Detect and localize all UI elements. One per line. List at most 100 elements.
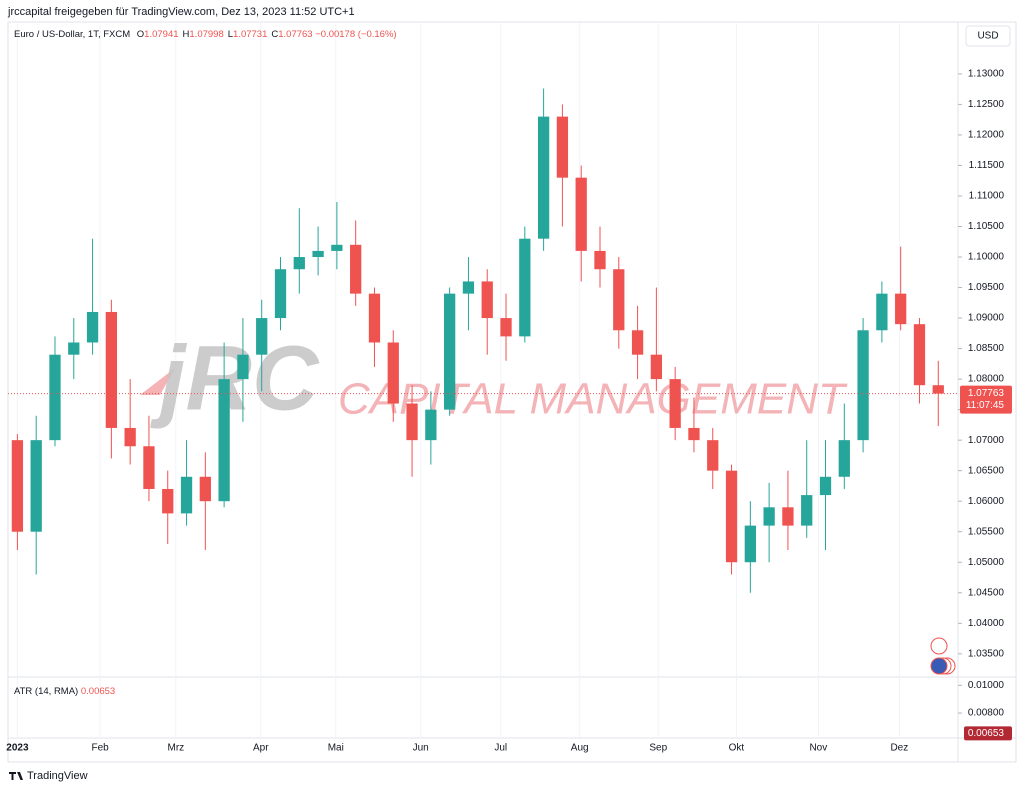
atr-legend: ATR (14, RMA) 0.00653 [14,686,115,697]
y-tick-label: 1.11000 [969,191,1005,202]
footer-logo: TradingView [9,770,88,782]
candle-body [857,330,869,441]
currency-button[interactable] [965,25,1011,47]
x-tick-label: Jul [494,743,507,754]
candle-body [481,281,493,319]
candle-body [425,409,437,441]
flag-icon [930,657,948,675]
y-tick-label: 1.07000 [968,435,1005,446]
candle-body [556,116,569,178]
currency-label: USD [977,31,998,42]
candle-body [237,354,249,380]
x-tick-label: Sep [649,743,667,754]
y-tick-label: 1.04000 [968,618,1005,629]
y-tick-label: 1.08500 [968,343,1005,354]
flags [930,637,956,675]
x-tick-label: Nov [809,743,827,754]
candle-body [650,354,663,380]
candle-body [819,476,832,496]
ohlc-value: 1.07998 [189,29,224,40]
candle-body [613,269,625,331]
candle-body [838,440,850,477]
watermark-logo: jRC [150,327,320,429]
candle-body [86,311,99,343]
candle-body [631,330,644,355]
candle-body [406,403,418,441]
y-tick-label: 0.00800 [968,708,1005,719]
y-tick-label: 1.05500 [968,526,1005,537]
candle-body [913,324,926,386]
candle-body [293,257,305,270]
candle-body [707,440,719,471]
candle-body [444,293,456,410]
candle-body [143,446,155,489]
candle-body [368,293,381,343]
y-tick-label: 0.01000 [968,680,1005,691]
candle-body [331,244,343,251]
candle-body [688,427,700,441]
candle-body [11,440,24,532]
candle-body [782,507,794,526]
candle-body [801,495,813,526]
candle-body [932,385,944,394]
last-price-label: 1.07763 [968,388,1005,399]
candle-body [68,342,80,355]
footer-brand: TradingView [27,770,88,782]
watermark-shape [140,368,175,395]
candle-body [876,293,888,331]
candle-body [537,116,550,239]
countdown-label: 11:07:45 [966,400,1005,411]
symbol: Euro / US-Dollar, 1T, FXCM [14,29,131,40]
atr-value-tag [964,726,1012,741]
y-tick-label: 1.10000 [968,252,1005,263]
ohlc-value: 1.07941 [144,29,179,40]
candle-body [312,250,324,258]
candle-body [575,177,587,251]
atr-value: 0.00653 [80,686,116,697]
y-tick-label: 1.09000 [968,313,1005,324]
candle-body [218,379,230,502]
x-tick-label: Apr [253,743,269,754]
x-tick-label: Dez [890,743,908,754]
candle-body [199,476,211,502]
candle-body [274,269,287,319]
y-tick-label: 1.03500 [968,648,1005,659]
candle-body [350,244,362,294]
candle-body [519,238,531,337]
ohlc-key: H [182,29,190,40]
legend-line: Euro / US-Dollar, 1T, FXCM O1.07941 H1.07… [14,29,397,40]
y-tick-label: 1.13000 [968,69,1005,80]
ohlc-key: L [227,29,234,40]
frame [7,21,1017,763]
x-tick-label: Aug [571,743,589,754]
watermark-text: CAPITAL MANAGEMENT [338,375,848,424]
change: −0.00178 (−0.16%) [315,29,397,40]
y-tick-label: 1.09500 [968,282,1005,293]
flag-icon [930,637,948,655]
y-tick-label: 1.05000 [968,557,1005,568]
y-tick-label: 1.08000 [968,374,1005,385]
candle-body [105,311,118,428]
candle-body [462,281,475,294]
y-tick-label: 1.06500 [968,465,1005,476]
atr-label: ATR (14, RMA) [14,686,79,697]
x-tick-label: Mai [328,743,344,754]
atr-value-label: 0.00653 [968,728,1005,739]
ohlc-value: 1.07731 [233,29,268,40]
x-tick-label: Feb [91,743,109,754]
candle-body [594,250,606,270]
candle-body [162,488,174,514]
x-tick-label: 2023 [6,743,29,754]
candle-body [895,293,907,325]
share-line: jrccapital freigegeben für TradingView.c… [7,6,355,18]
candle-body [669,379,681,428]
ohlc-key: O [136,29,145,40]
ohlc-value: 1.07763 [278,29,313,40]
y-tick-label: 1.11500 [969,160,1005,171]
ohlc: O1.07941 H1.07998 L1.07731 C1.07763 [133,29,313,40]
candle-body [49,354,61,441]
watermark: jRC CAPITAL MANAGEMENT [140,327,848,429]
candle-body [500,318,512,337]
candle-body [124,427,136,447]
